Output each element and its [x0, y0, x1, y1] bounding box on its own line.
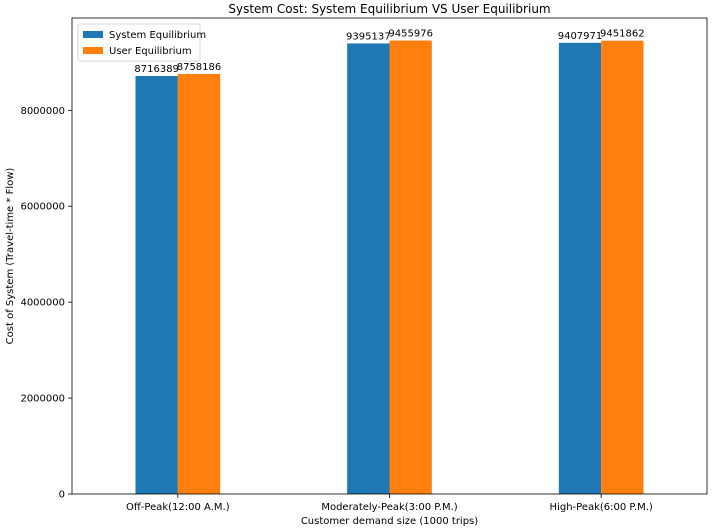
- y-tick-label: 6000000: [20, 202, 65, 213]
- legend-label-user-equilibrium: User Equilibrium: [109, 46, 192, 57]
- bar-system-equilibrium-2: [558, 42, 602, 495]
- y-tick-label: 0: [59, 490, 65, 501]
- x-tick-label: Off-Peak(12:00 A.M.): [126, 502, 230, 513]
- legend-swatch-user-equilibrium: [83, 47, 103, 54]
- data-label-user-0: 8758186: [177, 62, 222, 73]
- legend-label-system-equilibrium: System Equilibrium: [109, 30, 206, 41]
- data-label-user-1: 9455976: [388, 29, 433, 40]
- data-label-system-0: 8716389: [134, 64, 179, 75]
- legend: System Equilibrium User Equilibrium: [77, 23, 206, 62]
- data-label-system-2: 9407971: [558, 31, 603, 42]
- x-axis: Off-Peak(12:00 A.M.) Moderately-Peak(3:00…: [126, 494, 653, 513]
- bar-user-equilibrium-2: [601, 40, 644, 494]
- y-axis-label: Cost of System (Travel-time * Flow): [5, 168, 16, 345]
- bar-system-equilibrium-1: [347, 43, 390, 494]
- bar-user-equilibrium-1: [389, 40, 432, 494]
- x-tick-label: Moderately-Peak(3:00 P.M.): [321, 502, 457, 513]
- y-tick-label: 2000000: [20, 394, 65, 405]
- data-label-system-1: 9395137: [346, 31, 391, 42]
- y-tick-label: 8000000: [20, 106, 65, 117]
- y-axis: 0 2000000 4000000 6000000 8000000: [20, 106, 72, 501]
- x-axis-label: Customer demand size (1000 trips): [301, 516, 478, 527]
- legend-box: [77, 23, 201, 62]
- bar-user-equilibrium-0: [177, 73, 221, 494]
- bars-layer: [135, 40, 644, 495]
- legend-swatch-system-equilibrium: [83, 31, 103, 38]
- data-label-user-2: 9451862: [600, 29, 645, 40]
- x-tick-label: High-Peak(6:00 P.M.): [550, 502, 653, 513]
- bar-system-equilibrium-0: [135, 75, 178, 495]
- y-tick-label: 4000000: [20, 298, 65, 309]
- plot-frame: [71, 17, 708, 495]
- chart-title: System Cost: System Equilibrium VS User …: [228, 2, 550, 16]
